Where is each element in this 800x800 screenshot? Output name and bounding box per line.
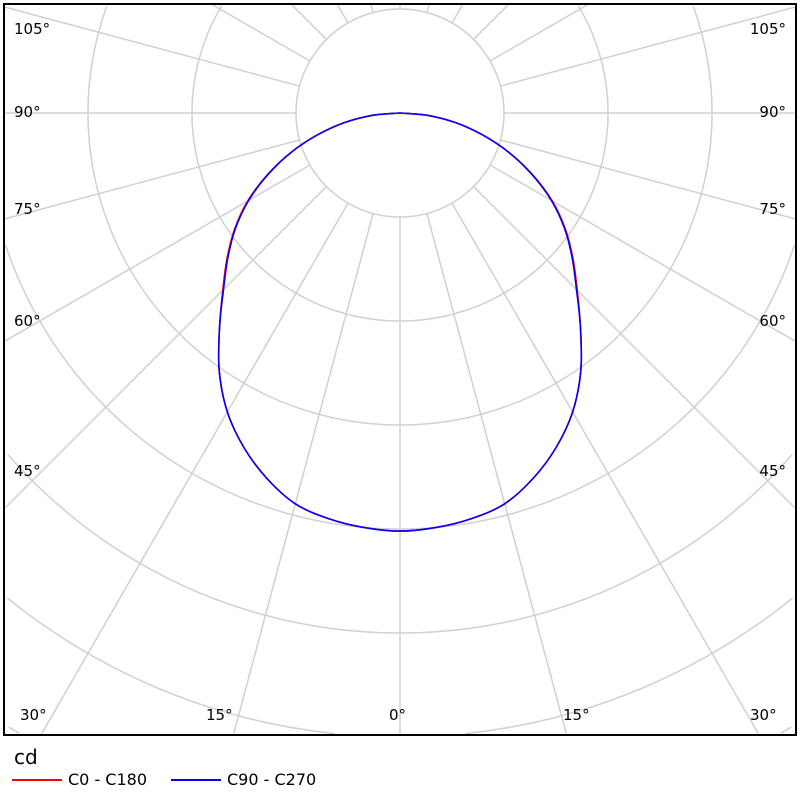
grid-spoke <box>473 4 509 40</box>
grid-spoke <box>451 202 760 735</box>
angle-label-left: 45° <box>14 462 41 480</box>
grid-ring <box>400 453 793 634</box>
angle-label-bottom: 30° <box>20 706 47 724</box>
legend-swatch-blue <box>171 778 221 781</box>
chart-frame <box>3 3 797 736</box>
curve-c90-c270 <box>217 112 583 532</box>
grid-ring <box>400 244 796 530</box>
grid-ring <box>780 726 792 735</box>
grid-spoke <box>212 4 311 62</box>
angle-label-left: 90° <box>14 103 41 121</box>
grid-spoke <box>500 139 796 220</box>
angle-label-right: 75° <box>759 200 786 218</box>
grid-ring <box>7 453 400 634</box>
grid-spoke <box>4 186 327 509</box>
polar-grid <box>4 4 796 735</box>
angle-label-left: 105° <box>14 20 51 38</box>
curves <box>217 112 583 532</box>
unit-label: cd <box>14 745 38 769</box>
grid-spoke <box>291 4 327 40</box>
grid-spoke <box>489 4 588 62</box>
legend-item-c0-c180: C0 - C180 <box>12 770 147 789</box>
angle-label-right: 90° <box>759 103 786 121</box>
grid-spoke <box>232 213 374 735</box>
grid-spoke <box>4 164 311 342</box>
angle-label-right: 60° <box>759 312 786 330</box>
grid-ring <box>4 244 400 530</box>
grid-ring <box>400 6 713 426</box>
grid-spoke <box>40 202 349 735</box>
grid-spoke <box>426 213 568 735</box>
angle-label-bottom: 0° <box>389 706 407 724</box>
grid-ring <box>8 726 20 735</box>
legend-label: C90 - C270 <box>227 770 317 789</box>
legend-label: C0 - C180 <box>68 770 148 789</box>
angle-label-right: 105° <box>749 20 786 38</box>
angle-label-left: 60° <box>14 312 41 330</box>
angle-label-left: 75° <box>14 200 41 218</box>
grid-ring <box>191 5 400 322</box>
grid-ring <box>6 597 335 735</box>
grid-ring <box>400 5 609 322</box>
legend-item-c90-c270: C90 - C270 <box>171 770 316 789</box>
legend-swatch-red <box>12 778 62 781</box>
angle-label-bottom: 15° <box>563 706 590 724</box>
grid-spoke <box>473 186 796 509</box>
grid-spoke <box>4 139 300 220</box>
grid-ring <box>465 597 794 735</box>
grid-spoke <box>500 6 796 87</box>
grid-spoke <box>451 4 464 24</box>
grid-ring <box>87 6 400 426</box>
angle-label-bottom: 15° <box>206 706 233 724</box>
grid-spoke <box>336 4 349 24</box>
grid-spoke <box>426 4 430 13</box>
angle-label-bottom: 30° <box>750 706 777 724</box>
grid-spoke <box>4 6 300 87</box>
grid-spoke <box>370 4 374 13</box>
angle-label-right: 45° <box>759 462 786 480</box>
grid-spoke <box>489 164 796 342</box>
